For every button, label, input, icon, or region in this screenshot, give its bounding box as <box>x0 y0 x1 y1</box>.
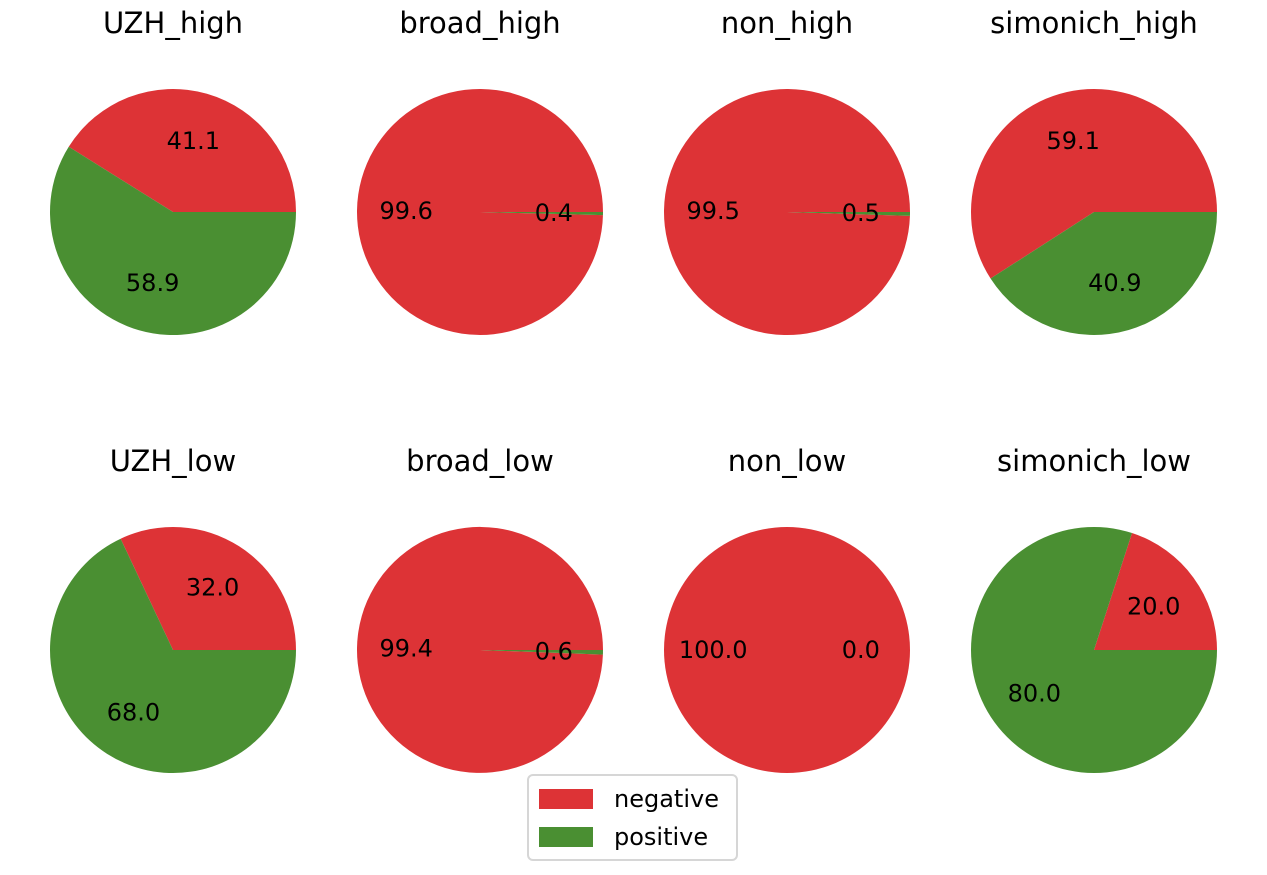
pie-value-label-negative: 100.0 <box>679 636 748 664</box>
pie-title: non_high <box>721 6 853 40</box>
pie-value-label-positive: 40.9 <box>1088 269 1141 297</box>
legend: negative positive <box>527 774 738 861</box>
legend-label-negative: negative <box>614 785 719 813</box>
legend-item-negative: negative <box>539 785 719 813</box>
pie-title: simonich_high <box>990 6 1198 40</box>
pie-slice-positive <box>49 146 296 336</box>
pie-value-label-negative: 20.0 <box>1127 593 1180 621</box>
pie-value-label-negative: 99.6 <box>379 197 432 225</box>
pie-title: broad_high <box>399 6 560 40</box>
pie-value-label-negative: 41.1 <box>167 127 220 155</box>
legend-swatch-negative <box>539 789 593 809</box>
pie-title: broad_low <box>406 444 554 478</box>
pie-value-label-positive: 0.5 <box>842 199 880 227</box>
pie-value-label-positive: 58.9 <box>126 269 179 297</box>
pie-non_high: non_high 99.5 0.5 <box>664 6 910 336</box>
pie-slice-negative <box>664 89 910 336</box>
legend-item-positive: positive <box>539 823 709 851</box>
pie-non_low: non_low 100.0 0.0 <box>664 444 910 773</box>
pie-slice-positive <box>49 538 297 774</box>
pie-slice-positive <box>970 526 1217 773</box>
pie-title: UZH_high <box>103 6 243 40</box>
pie-slice-negative <box>356 526 603 773</box>
pie-value-label-negative: 59.1 <box>1046 127 1099 155</box>
pie-UZH_low: UZH_low 32.0 68.0 <box>49 444 297 774</box>
pie-slice-negative <box>68 89 297 212</box>
pie-value-label-positive: 80.0 <box>1008 679 1061 707</box>
pie-broad_high: broad_high 99.6 0.4 <box>356 6 603 335</box>
pie-slice-negative <box>664 527 910 773</box>
pie-title: simonich_low <box>997 444 1191 478</box>
pie-slice-positive <box>480 212 603 216</box>
pie-slice-positive <box>787 212 910 216</box>
pie-title: non_low <box>728 444 847 478</box>
pie-title: UZH_low <box>110 444 236 478</box>
pie-value-label-positive: 0.0 <box>842 636 880 664</box>
pie-slice-negative <box>356 88 603 335</box>
pie-slice-negative <box>971 89 1217 279</box>
pie-slice-negative <box>120 527 296 650</box>
pie-UZH_high: UZH_high 41.1 58.9 <box>49 6 297 336</box>
pie-simonich_low: simonich_low 20.0 80.0 <box>970 444 1217 773</box>
pie-value-label-positive: 0.4 <box>535 199 573 227</box>
pie-slice-positive <box>480 650 603 655</box>
pie-broad_low: broad_low 99.4 0.6 <box>356 444 603 773</box>
pie-simonich_high: simonich_high 59.1 40.9 <box>971 6 1217 336</box>
pie-slice-positive <box>990 212 1217 336</box>
legend-label-positive: positive <box>614 823 709 851</box>
pie-value-label-negative: 99.4 <box>379 635 432 663</box>
pie-value-label-positive: 0.6 <box>535 637 573 665</box>
pie-value-label-negative: 32.0 <box>186 574 239 602</box>
pie-value-label-positive: 68.0 <box>107 698 160 726</box>
pie-slice-negative <box>1094 533 1217 650</box>
pie-value-label-negative: 99.5 <box>686 197 739 225</box>
legend-swatch-positive <box>539 827 593 847</box>
